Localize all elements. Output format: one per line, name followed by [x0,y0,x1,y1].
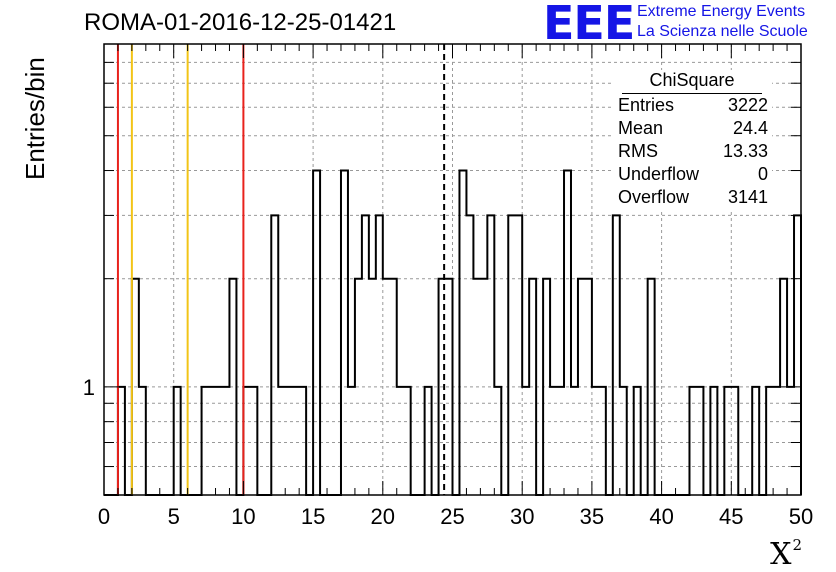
histogram-outline [104,169,802,496]
stats-row-rms: RMS 13.33 [612,140,772,163]
stats-label: Overflow [618,187,690,207]
stats-box: ChiSquare Entries 3222 Mean 24.4 RMS 13.… [612,70,772,209]
y-axis-label: Entries/bin [20,57,50,180]
x-tick-label: 10 [231,504,255,529]
vertical-marker-lines [116,44,446,495]
stats-label: Entries [618,95,675,115]
stats-value: 3222 [727,95,768,115]
chart-title: ROMA-01-2016-12-25-01421 [84,9,397,36]
histogram-bin [362,215,369,495]
histogram-bin [515,215,522,495]
eee-logo: EEE [543,0,635,50]
logo-caption-line2: La Scienza nelle Scuole [637,23,808,40]
stats-row-entries: Entries 3222 [612,94,772,117]
stats-value: 0 [757,164,768,184]
axis-ticks [103,44,802,495]
logo-caption: Extreme Energy Events La Scienza nelle S… [637,2,808,42]
histogram-bin [341,171,348,495]
x-tick-label: 40 [649,504,673,529]
stats-row-overflow: Overflow 3141 [612,186,772,209]
stats-label: Underflow [618,164,700,184]
histogram-bin [487,215,494,495]
histogram-bin [564,171,571,495]
histogram-bin [466,215,473,495]
x-axis-label-symbol: X [770,537,792,572]
x-tick-labels: 0 5 10 15 20 25 30 35 40 45 50 [98,504,813,529]
x-tick-label: 30 [510,504,534,529]
histogram-bin [313,171,320,495]
stats-box-title: ChiSquare [622,70,762,94]
stats-value: 3141 [727,187,768,207]
stats-label: RMS [618,141,658,161]
x-tick-label: 25 [440,504,464,529]
histogram-bin [271,215,278,495]
stats-row-underflow: Underflow 0 [612,163,772,186]
histogram-bin [376,215,383,495]
stats-row-mean: Mean 24.4 [612,117,772,140]
x-axis-label-superscript: 2 [792,536,802,554]
x-tick-label: 45 [719,504,743,529]
x-tick-label: 20 [371,504,395,529]
stats-label: Mean [618,118,664,138]
x-axis-label: X2 [770,536,802,572]
x-tick-label: 0 [98,504,110,529]
x-tick-label: 35 [580,504,604,529]
x-tick-label: 50 [789,504,813,529]
histogram-bars [104,169,802,496]
logo-caption-line1: Extreme Energy Events [637,3,806,20]
histogram-bin [613,215,620,495]
histogram-bin [459,171,466,495]
histogram-bin [794,215,801,495]
histogram-bin [508,215,515,495]
y-tick-label: 1 [83,375,95,400]
x-tick-label: 5 [168,504,180,529]
y-tick-labels: 1 [83,375,95,400]
stats-value: 13.33 [722,141,768,161]
x-tick-label: 15 [301,504,325,529]
stats-value: 24.4 [732,118,768,138]
